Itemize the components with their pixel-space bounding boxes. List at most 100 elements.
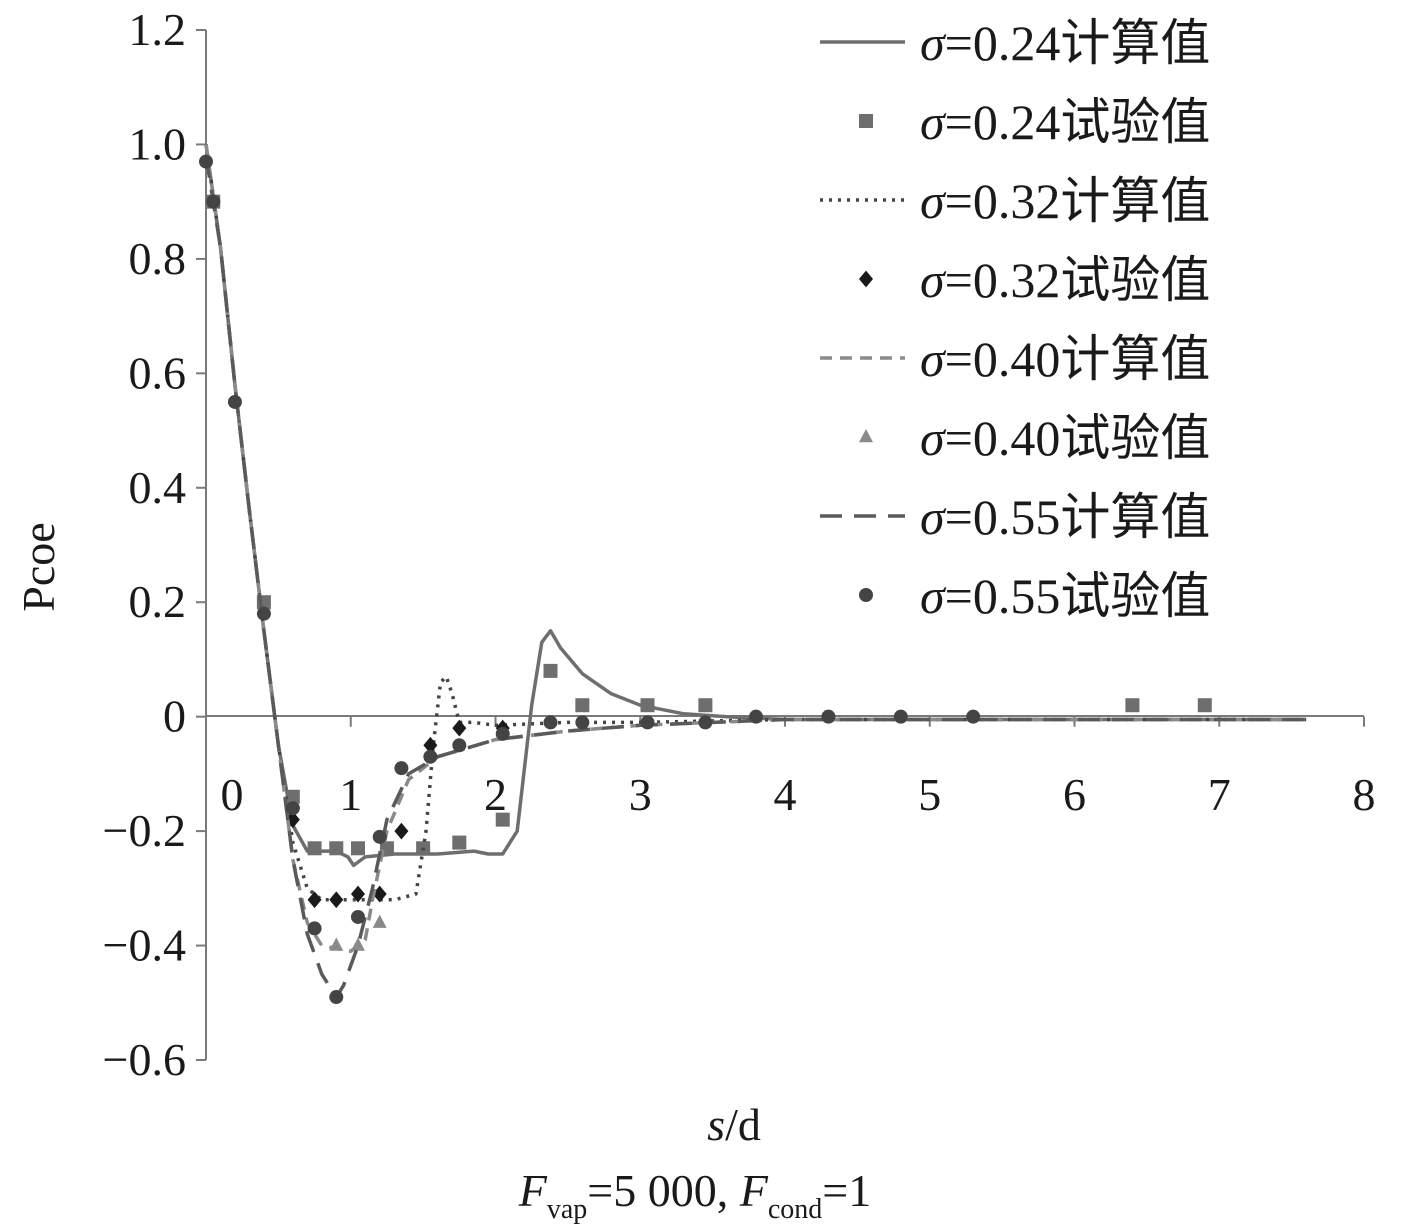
legend-sigma: σ xyxy=(920,410,947,466)
data-point xyxy=(698,698,713,713)
caption-end: =1 xyxy=(822,1165,871,1216)
caption-mid: =5 000, xyxy=(587,1165,739,1216)
legend-label: σ=0.55计算值 xyxy=(920,489,1210,545)
data-point xyxy=(372,829,387,844)
legend-label: σ=0.32试验值 xyxy=(920,252,1210,308)
series-6 xyxy=(204,155,1307,999)
x-ticks: 0 1 2 3 4 5 6 7 8 xyxy=(205,716,1376,820)
x-tick-label: 3 xyxy=(629,769,652,820)
series-line xyxy=(204,144,1307,902)
legend-marker-swatch xyxy=(859,588,873,602)
data-point xyxy=(640,698,655,713)
data-point xyxy=(1125,698,1140,713)
data-point xyxy=(1197,698,1212,713)
data-point xyxy=(307,841,322,856)
legend-sigma: σ xyxy=(920,331,947,387)
legend-item: σ=0.55试验值 xyxy=(859,568,1210,624)
data-point xyxy=(206,194,221,209)
y-tick-label: 1.2 xyxy=(129,4,187,55)
legend-item: σ=0.32试验值 xyxy=(859,252,1210,308)
data-point xyxy=(495,726,510,741)
x-tick-label: 8 xyxy=(1353,769,1376,820)
legend-sigma: σ xyxy=(920,489,947,545)
data-point xyxy=(372,914,387,928)
data-point xyxy=(966,709,981,724)
data-point xyxy=(350,885,365,903)
data-point xyxy=(227,394,242,409)
legend-item: σ=0.55计算值 xyxy=(820,489,1210,545)
caption-sub-cond: cond xyxy=(768,1194,822,1225)
data-point xyxy=(749,709,764,724)
data-point xyxy=(394,822,409,840)
legend: σ=0.24计算值σ=0.24试验值σ=0.32计算值σ=0.32试验值σ=0.… xyxy=(820,15,1210,624)
legend-label: σ=0.40计算值 xyxy=(920,331,1210,387)
legend-sigma: σ xyxy=(920,94,947,150)
y-tick-label: 0.2 xyxy=(129,576,187,627)
data-point xyxy=(452,835,467,850)
data-point xyxy=(350,841,365,856)
legend-label: σ=0.55试验值 xyxy=(920,568,1210,624)
x-tick-label: 2 xyxy=(484,769,507,820)
legend-label: σ=0.32计算值 xyxy=(920,173,1210,229)
legend-marker-swatch xyxy=(859,428,873,443)
caption-f-vap: F xyxy=(518,1165,548,1216)
legend-item: σ=0.40试验值 xyxy=(859,410,1210,466)
data-point xyxy=(821,709,836,724)
data-point xyxy=(640,715,655,730)
legend-value: =0.24试验值 xyxy=(945,94,1211,150)
data-point xyxy=(423,736,438,754)
y-axis-title: Pcoe xyxy=(13,522,64,611)
caption-sub-vap: vap xyxy=(547,1194,587,1225)
legend-sigma: σ xyxy=(920,568,947,624)
axes xyxy=(205,30,1364,1060)
series-3 xyxy=(285,719,510,909)
data-point xyxy=(575,715,590,730)
legend-marker-swatch xyxy=(859,270,873,288)
legend-value: =0.24计算值 xyxy=(945,15,1211,71)
x-tick-label: 4 xyxy=(774,769,797,820)
y-tick-label: 0.4 xyxy=(129,462,187,513)
legend-label: σ=0.24试验值 xyxy=(920,94,1210,150)
data-point xyxy=(329,937,344,951)
x-tick-label: 7 xyxy=(1208,769,1231,820)
data-point xyxy=(329,990,344,1005)
legend-value: =0.40试验值 xyxy=(945,410,1211,466)
data-point xyxy=(350,909,365,924)
legend-item: σ=0.24试验值 xyxy=(859,94,1210,150)
y-tick-label: 0 xyxy=(163,691,186,742)
legend-value: =0.55试验值 xyxy=(945,568,1211,624)
series-layer xyxy=(199,144,1307,1005)
y-tick-label: −0.4 xyxy=(103,920,186,971)
data-point xyxy=(543,663,558,678)
data-point xyxy=(285,801,300,816)
data-point xyxy=(394,761,409,776)
legend-sigma: σ xyxy=(920,15,947,71)
legend-value: =0.32计算值 xyxy=(945,173,1211,229)
data-point xyxy=(350,937,365,951)
data-point xyxy=(307,921,322,936)
x-tick-label: 0 xyxy=(221,769,244,820)
series-2 xyxy=(204,144,1307,902)
legend-value: =0.40计算值 xyxy=(945,331,1211,387)
x-tick-label: 1 xyxy=(339,769,362,820)
legend-value: =0.55计算值 xyxy=(945,489,1211,545)
x-tick-label: 6 xyxy=(1063,769,1086,820)
legend-label: σ=0.40试验值 xyxy=(920,410,1210,466)
data-point xyxy=(329,891,344,909)
data-point xyxy=(199,154,213,169)
data-point xyxy=(495,812,510,827)
x-axis-title: s/d xyxy=(707,1099,761,1150)
legend-marker-swatch xyxy=(859,114,873,128)
data-point xyxy=(307,891,322,909)
data-point xyxy=(452,719,467,737)
y-tick-label: 0.6 xyxy=(129,347,187,398)
legend-label: σ=0.24计算值 xyxy=(920,15,1210,71)
legend-value: =0.32试验值 xyxy=(945,252,1211,308)
y-ticks: 1.2 1.0 0.8 0.6 0.4 0.2 0 −0.2 −0.4 −0.6 xyxy=(103,4,206,1085)
data-point xyxy=(575,698,590,713)
y-tick-label: −0.2 xyxy=(103,805,186,856)
data-point xyxy=(543,715,558,730)
legend-sigma: σ xyxy=(920,252,947,308)
data-point xyxy=(423,749,438,764)
